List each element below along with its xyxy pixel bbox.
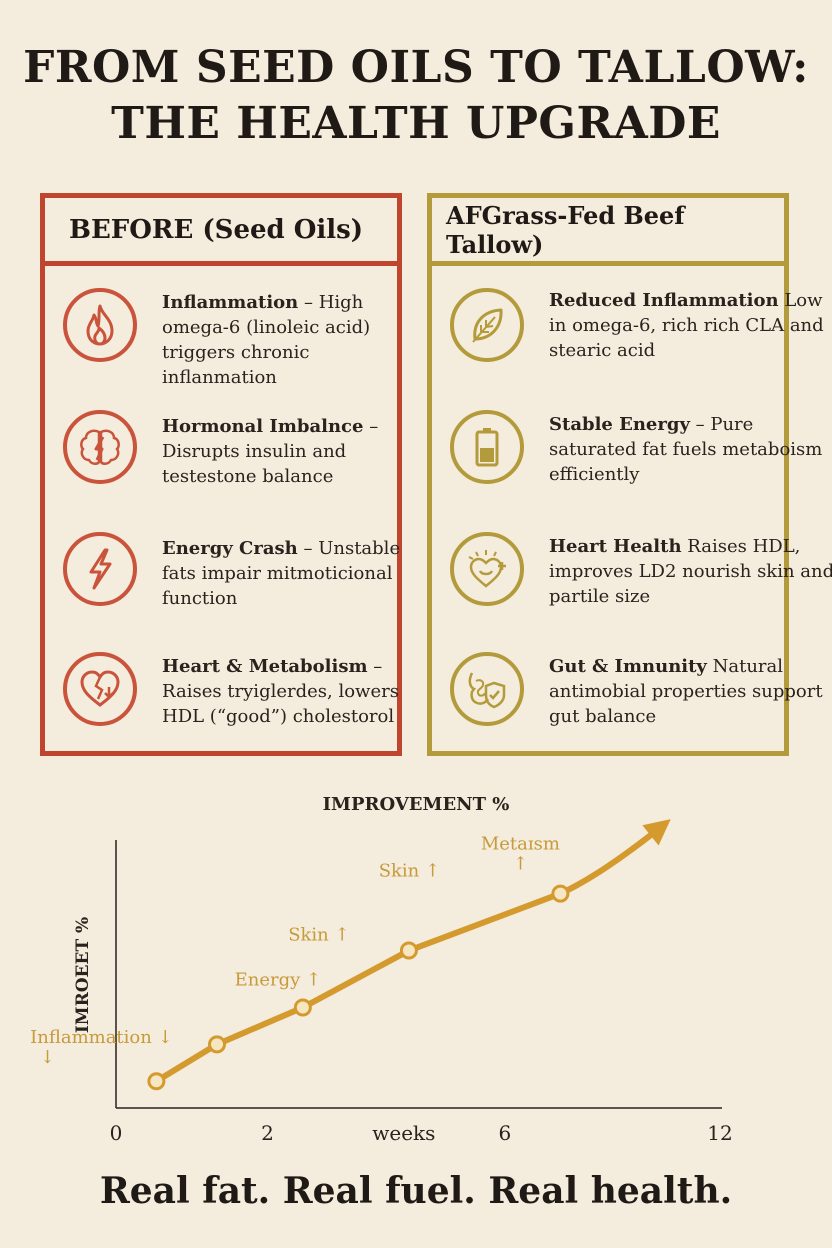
item-title: Inflammation [162, 292, 299, 313]
broken-heart-icon [63, 652, 137, 726]
annotation-label: Energy ↑ [235, 970, 321, 991]
item-title: Gut & Imnunity [549, 656, 707, 677]
annotation-label: Inflammation ↓ [30, 1027, 173, 1048]
data-point [147, 1072, 166, 1091]
item-desc: – Disrupts insulin and testestone balanc… [162, 416, 379, 487]
arrow-head [642, 819, 671, 846]
lightning-bolt-icon [63, 532, 137, 606]
item-title: Reduced Inflammation [549, 290, 779, 311]
item-desc: – Unstable fats impair mitmoticional fun… [162, 538, 401, 609]
item-desc: – Raises tryiglerdes, lowers HDL (“good”… [162, 656, 399, 727]
x-tick-label: 6 [498, 1121, 511, 1145]
x-tick-label: 12 [707, 1121, 732, 1145]
annotation-label: Skin ↑ [288, 925, 349, 946]
item-title: Stable Energy [549, 414, 690, 435]
data-point [208, 1035, 226, 1054]
y-axis-label: IMROEET % [73, 917, 93, 1033]
x-tick-label: 0 [110, 1121, 123, 1145]
annotation-arrow: ↑ [513, 854, 528, 875]
chart-plot: IMROEET % 0 2 weeks 6 12 Inflammation ↓↓ Energy… [30, 819, 733, 1145]
item-desc: Low in omega-6, rich rich CLA and steari… [549, 290, 824, 361]
item-title: Heart & Metabolism [162, 656, 368, 677]
x-tick-label: 2 [261, 1121, 274, 1145]
data-point [293, 998, 312, 1017]
battery-icon [450, 410, 524, 484]
brain-lightning-icon [63, 410, 137, 484]
page-title: FROM SEED OILS TO TALLOW: THE HEALTH UPG… [0, 40, 832, 152]
gut-shield-icon [450, 652, 524, 726]
x-tick-label: weeks [372, 1121, 435, 1145]
heart-sparkle-icon [450, 532, 524, 606]
leaf-icon [450, 288, 524, 362]
title-line-2: THE HEALTH UPGRADE [111, 98, 721, 149]
annotation-arrow: ↓ [40, 1047, 55, 1068]
item-desc: Natural antimobial properties support gu… [549, 656, 823, 727]
chart-title: IMPROVEMENT % [322, 794, 510, 815]
item-title: Hormonal Imbalnce [162, 416, 364, 437]
before-heading: BEFORE (Seed Oils) [45, 198, 397, 266]
annotation-label: Metaɪsm [481, 834, 560, 855]
tagline: Real fat. Real fuel. Real health. [99, 1170, 733, 1212]
item-title: Heart Health [549, 536, 682, 557]
before-panel: BEFORE (Seed Oils) Inflammation – High o… [40, 193, 402, 756]
annotation-label: Skin ↑ [379, 860, 440, 881]
after-panel: AFGrass-Fed Beef Tallow) Reduced Inflamm… [427, 193, 832, 756]
improvement-chart: IMPROVEMENT % IMROEET % 0 2 weeks 6 12 Inflamm… [0, 770, 832, 1160]
item-desc: Raises HDL, improves LD2 nourish skin an… [549, 536, 832, 607]
data-point [399, 941, 418, 960]
flame-icon [63, 288, 137, 362]
title-line-1: FROM SEED OILS TO TALLOW: [23, 42, 809, 93]
item-desc: – High omega-6 (linoleic acid) triggers … [162, 292, 371, 388]
item-title: Energy Crash [162, 538, 298, 559]
item-desc: – Pure saturated fat fuels metaboism eff… [549, 414, 823, 485]
data-point [551, 884, 570, 903]
after-heading: AFGrass-Fed Beef Tallow) [432, 198, 784, 266]
